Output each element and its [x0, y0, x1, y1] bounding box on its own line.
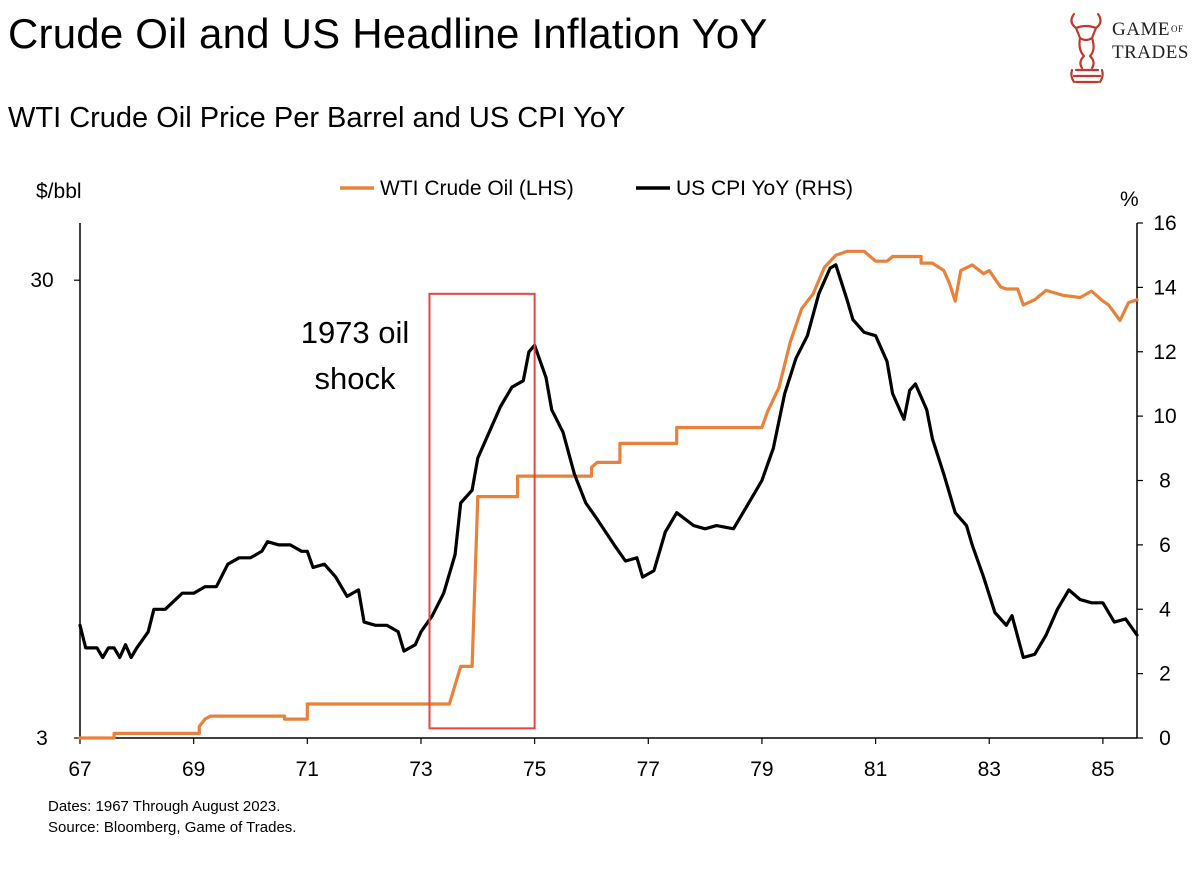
x-tick-label: 67: [68, 758, 91, 781]
legend-label: WTI Crude Oil (LHS): [380, 177, 574, 200]
y-right-tick-label: 4: [1159, 598, 1171, 621]
x-tick-label: 73: [409, 758, 432, 781]
chart-subtitle: WTI Crude Oil Price Per Barrel and US CP…: [8, 102, 626, 134]
footnote-dates: Dates: 1967 Through August 2023.: [48, 798, 281, 815]
x-tick-label: 77: [637, 758, 660, 781]
brand-wordmark: GAMEOF TRADES: [1112, 18, 1189, 64]
y-right-tick-label: 10: [1153, 405, 1176, 428]
x-tick-label: 75: [523, 758, 546, 781]
y-left-tick-label: 3: [36, 727, 48, 750]
footnote-source: Source: Bloomberg, Game of Trades.: [48, 819, 297, 836]
x-tick-label: 69: [182, 758, 205, 781]
x-tick-label: 81: [864, 758, 887, 781]
y-right-tick-label: 6: [1159, 534, 1171, 557]
chart-footnote: Dates: 1967 Through August 2023. Source:…: [48, 796, 296, 838]
brand-line2: TRADES: [1112, 42, 1189, 63]
series-line-us-cpi-yoy: [78, 263, 1139, 660]
brand-line1: GAME: [1112, 19, 1170, 40]
y-right-tick-label: 16: [1153, 212, 1176, 235]
page-title: Crude Oil and US Headline Inflation YoY: [8, 10, 768, 57]
y-right-tick-label: 0: [1159, 727, 1171, 750]
y-right-unit: %: [1120, 188, 1139, 211]
y-left-unit: $/bbl: [36, 180, 82, 203]
y-right-tick-label: 14: [1153, 276, 1177, 299]
y-right-tick-label: 2: [1159, 663, 1171, 686]
annotation-label: 1973 oil: [301, 315, 410, 350]
brand-of: OF: [1170, 24, 1184, 34]
y-right-tick-label: 8: [1159, 470, 1171, 493]
annotation-label: shock: [315, 361, 396, 396]
y-right-tick-label: 12: [1153, 341, 1176, 364]
x-tick-label: 85: [1091, 758, 1114, 781]
x-tick-label: 71: [296, 758, 319, 781]
series-line-wti-crude-oil: [78, 249, 1139, 740]
x-tick-label: 83: [978, 758, 1001, 781]
y-left-tick-label: 30: [30, 269, 53, 292]
annotation-box: [428, 292, 536, 730]
brand-logo-icon: [1070, 12, 1104, 84]
x-tick-label: 79: [750, 758, 773, 781]
legend-label: US CPI YoY (RHS): [676, 177, 853, 200]
